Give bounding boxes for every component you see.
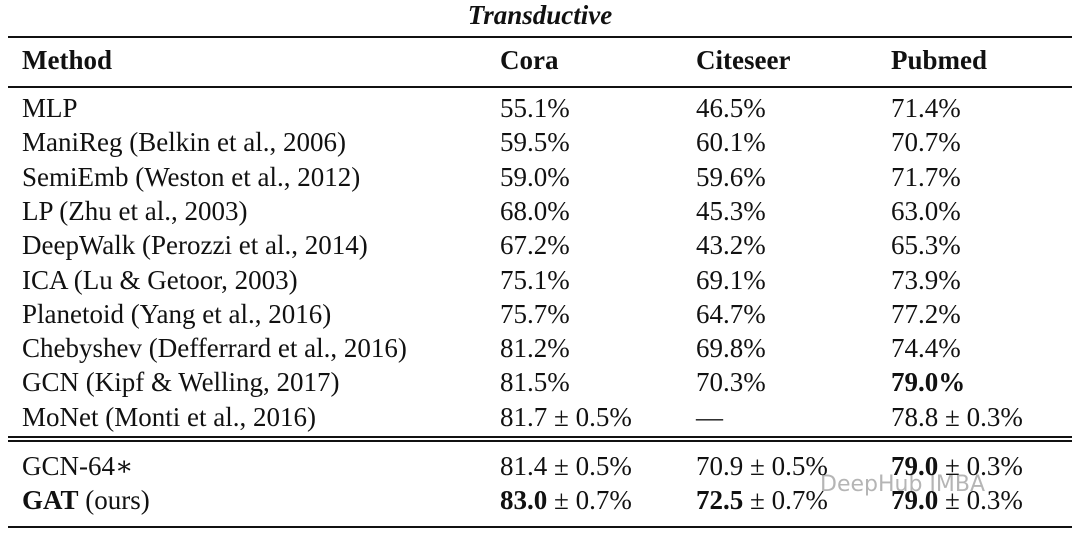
table-cell: 60.1% [696,127,766,158]
table-cell: 71.7% [891,161,961,192]
table-cell: DeepWalk (Perozzi et al., 2014) [22,230,368,261]
table-cell: 81.5% [500,367,570,398]
table-cell: 59.6% [696,161,766,192]
section-rule [8,440,1072,442]
watermark: DeepHub IMBA [820,472,986,497]
table-cell: Planetoid (Yang et al., 2016) [22,298,332,329]
table-cell: ICA (Lu & Getoor, 2003) [22,264,298,295]
table-cell: 67.2% [500,230,570,261]
table-cell: 64.7% [696,298,766,329]
table-cell: 63.0% [891,195,961,226]
table-cell: 69.8% [696,333,766,364]
table-cell: SemiEmb (Weston et al., 2012) [22,161,361,192]
table-cell: 72.5 ± 0.7% [696,485,828,515]
table-cell: 75.7% [500,298,570,329]
bold-part: 83.0 [500,485,548,515]
plain-part: ± 0.3% [938,451,1023,481]
table-cell: 79.0 ± 0.3% [891,485,1023,515]
table-title: Transductive [467,0,613,30]
table-cell: 70.3% [696,367,766,398]
table-cell: GCN (Kipf & Welling, 2017) [22,367,340,398]
bold-part: 79.0% [891,367,966,398]
table-cell: 73.9% [891,264,961,295]
header-rule [8,86,1072,88]
table-cell: 43.2% [696,230,766,261]
table-cell: Chebyshev (Defferrard et al., 2016) [22,333,407,364]
table-cell: 81.2% [500,333,570,364]
header-cell: Method [22,45,112,75]
plain-part: ± 0.7% [743,485,828,515]
table-cell: 70.9 ± 0.5% [696,451,828,481]
bold-part: GAT [22,485,79,515]
table-cell: 75.1% [500,264,570,295]
bold-part: 72.5 [696,485,744,515]
plain-part: ± 0.3% [938,485,1023,515]
top-rule [8,36,1072,38]
table-cell: ManiReg (Belkin et al., 2006) [22,127,346,158]
header-cell: Pubmed [891,45,988,75]
plain-part: ± 0.7% [547,485,632,515]
table-cell: 79.0 ± 0.3% [891,451,1023,481]
bottom-rule [8,526,1072,528]
table-cell: 46.5% [696,93,766,123]
header-cell: Citeseer [696,45,791,75]
bold-part: 79.0 [891,485,939,515]
table-cell: GAT (ours) [22,485,150,515]
bold-part: 79.0 [891,451,939,481]
table-cell: MoNet (Monti et al., 2016) [22,401,316,432]
table-cell: 83.0 ± 0.7% [500,485,632,515]
table-cell: 79.0% [891,367,965,397]
table-cell: 74.4% [891,333,961,364]
section-rule [8,436,1072,438]
table-cell: 78.8 ± 0.3% [891,401,1023,432]
table-cell: GCN-64∗ [22,451,134,481]
table-cell: 81.4 ± 0.5% [500,451,632,481]
table-cell: 77.2% [891,298,961,329]
table-cell: 55.1% [500,93,570,123]
table-cell: 68.0% [500,195,570,226]
table-cell: MLP [22,93,78,123]
header-cell: Cora [500,45,559,75]
table-cell: LP (Zhu et al., 2003) [22,195,248,226]
table-cell: 71.4% [891,93,961,123]
table-cell: 69.1% [696,264,766,295]
table-cell: 59.5% [500,127,570,158]
table-cell: — [696,401,723,432]
table-cell: 81.7 ± 0.5% [500,401,632,432]
table-cell: 45.3% [696,195,766,226]
table-cell: 59.0% [500,161,570,192]
plain-part: (ours) [78,485,150,515]
table-cell: 70.7% [891,127,961,158]
table-cell: 65.3% [891,230,961,261]
